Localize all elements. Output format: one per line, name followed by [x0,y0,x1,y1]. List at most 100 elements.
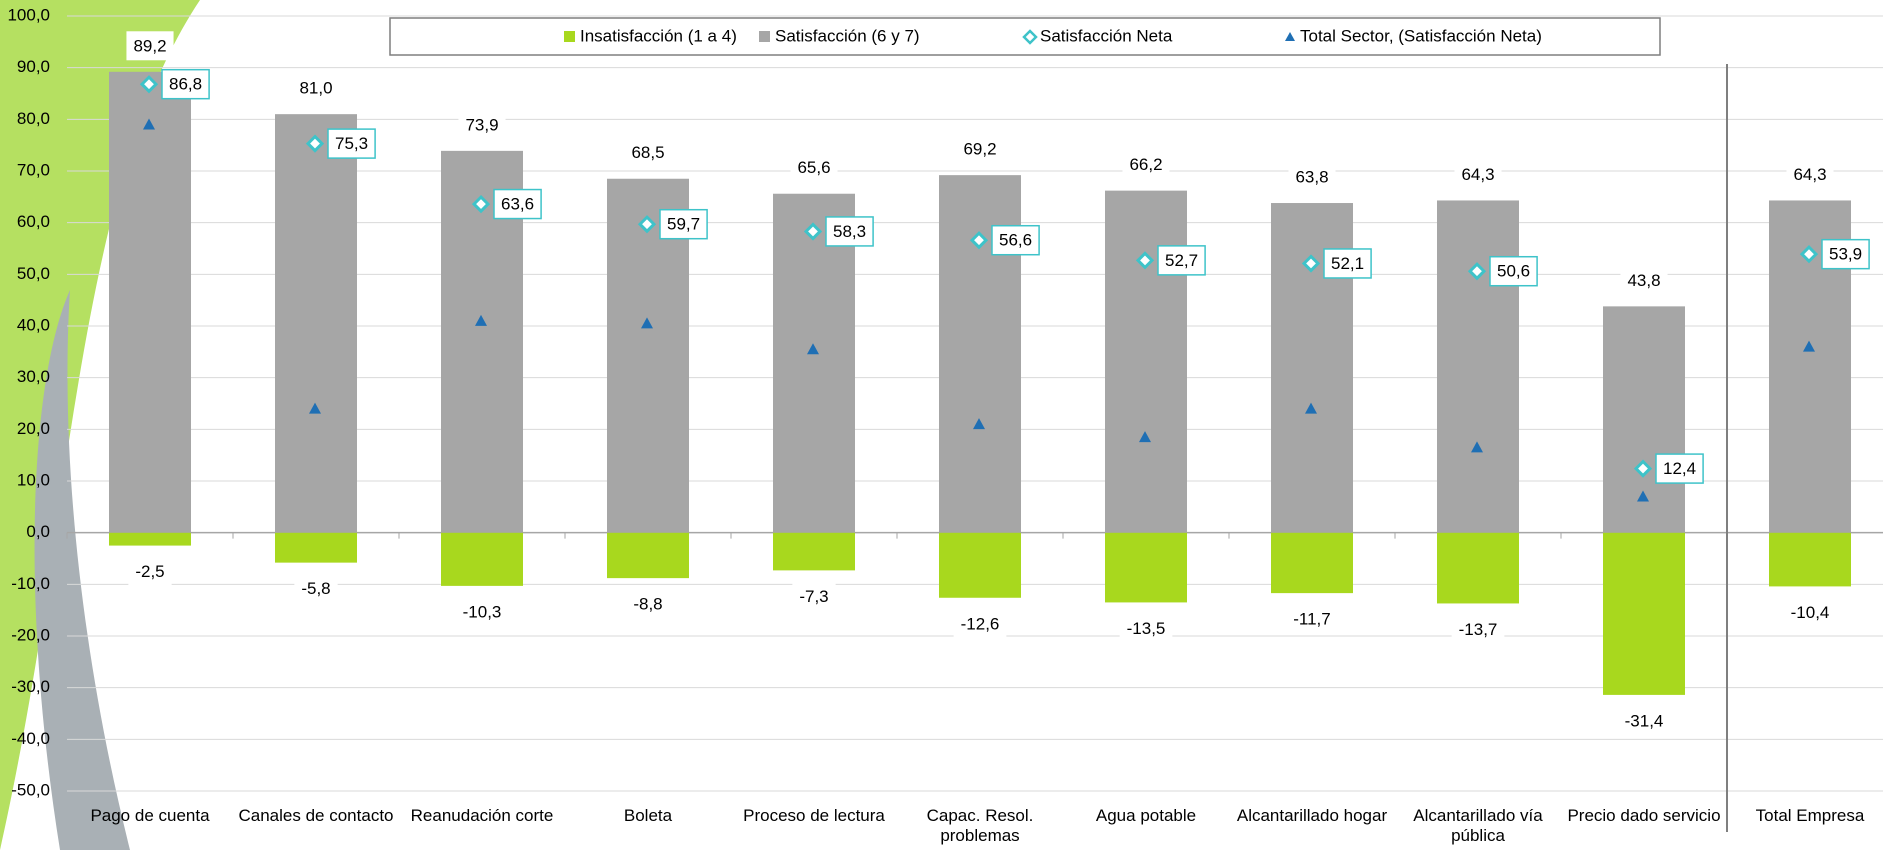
bar [939,532,1021,598]
data-label: 43,8 [1627,271,1660,290]
data-label-bg [1821,238,1870,270]
legend-swatch [564,31,575,42]
data-label-group: 53,9 [1821,238,1870,270]
data-label-group: 12,4 [1655,453,1704,484]
bar [1769,532,1851,587]
data-label: 12,4 [1663,459,1696,478]
data-label: 50,6 [1497,262,1530,281]
data-label: 66,2 [1129,155,1162,174]
legend-label: Satisfacción (6 y 7) [775,26,920,45]
marker-diamond [139,75,159,94]
marker-diamond [1799,245,1819,264]
y-tick-label: 0,0 [26,522,50,541]
bar [109,71,191,533]
bar [109,532,191,546]
data-label-group: 68,5 [624,138,672,168]
data-label-group: -11,7 [1286,604,1338,634]
data-label-bg [790,153,838,183]
data-label-group: -8,8 [626,589,670,619]
x-tick-label: Pago de cuenta [90,806,210,825]
data-label-bg [1157,245,1206,276]
x-tick-label: Capac. Resol. problemas [926,806,1034,845]
y-tick-label: 60,0 [17,212,50,231]
bar [773,193,855,533]
data-label-group: 63,6 [493,188,542,220]
data-label: 63,8 [1295,168,1328,187]
data-label-group: -2,5 [128,557,172,587]
x-tick-label: Total Empresa [1755,806,1865,825]
marker-triangle [143,118,155,130]
data-label-group: -10,4 [1783,597,1837,627]
data-label: 81,0 [299,79,332,98]
data-label-group: 89,2 [126,31,174,61]
data-label-group: 64,3 [1454,159,1502,189]
data-label-bg [1620,265,1668,295]
marker-triangle [1637,490,1649,502]
data-label: -31,4 [1625,711,1664,730]
legend-label: Total Sector, (Satisfacción Neta) [1300,26,1542,45]
data-label-group: 86,8 [161,68,210,100]
data-label-bg [458,110,506,140]
data-label-bg [292,73,340,103]
data-label-bg [626,589,670,619]
data-label-bg [493,188,542,220]
data-label: 52,7 [1165,251,1198,270]
data-label: 56,6 [999,231,1032,250]
data-label-group: 43,8 [1620,265,1668,295]
legend-swatch [1285,32,1295,41]
data-label-bg [991,224,1040,256]
y-tick-label: 90,0 [17,57,50,76]
data-label-bg [1451,614,1505,644]
x-tick-label: Precio dado servicio [1567,806,1721,825]
y-tick-label: -50,0 [11,780,50,799]
data-label-group: 81,0 [292,73,340,103]
data-label-bg [792,581,836,611]
y-tick-label: -40,0 [11,729,50,748]
data-label-group: 59,7 [659,208,708,240]
data-label-group: 56,6 [991,224,1040,256]
marker-diamond [803,222,823,241]
data-label: 64,3 [1461,165,1494,184]
data-label: -12,6 [961,614,1000,633]
data-label-bg [294,574,338,604]
bar [1603,532,1685,695]
data-label: 86,8 [169,75,202,94]
data-label-group: 63,8 [1288,162,1336,192]
marker-triangle [309,402,321,414]
marker-diamond [637,215,657,234]
bar [773,532,855,571]
data-label-bg [1617,706,1671,736]
y-tick-label: 30,0 [17,367,50,386]
marker-diamond [969,231,989,250]
data-label-bg [1286,604,1338,634]
data-label-bg [956,134,1004,164]
data-label-group: -5,8 [294,574,338,604]
y-tick-label: 20,0 [17,419,50,438]
marker-diamond [305,134,325,153]
marker-diamond [1633,459,1653,478]
data-label: 64,3 [1793,165,1826,184]
data-label-group: 73,9 [458,110,506,140]
data-label-group: -7,3 [792,581,836,611]
marker-triangle [475,314,487,326]
y-tick-label: -20,0 [11,625,50,644]
marker-triangle [1305,402,1317,414]
bar [607,532,689,579]
legend-label: Satisfacción Neta [1040,26,1173,45]
data-label-group: 64,3 [1786,159,1834,189]
x-tick-label: Boleta [623,806,673,825]
bar [1105,190,1187,533]
data-label-bg [1489,255,1538,287]
data-label: 63,6 [501,195,534,214]
marker-triangle [641,317,653,329]
legend-swatch [759,31,770,42]
x-tick-label: Alcantarillado hogar [1236,806,1388,825]
data-label: 89,2 [133,36,166,55]
marker-diamond [471,194,491,214]
data-label-bg [161,68,210,100]
data-label: -13,7 [1459,620,1498,639]
data-label-bg [1122,150,1170,180]
bar [441,532,523,586]
data-label-group: -13,5 [1119,613,1173,643]
